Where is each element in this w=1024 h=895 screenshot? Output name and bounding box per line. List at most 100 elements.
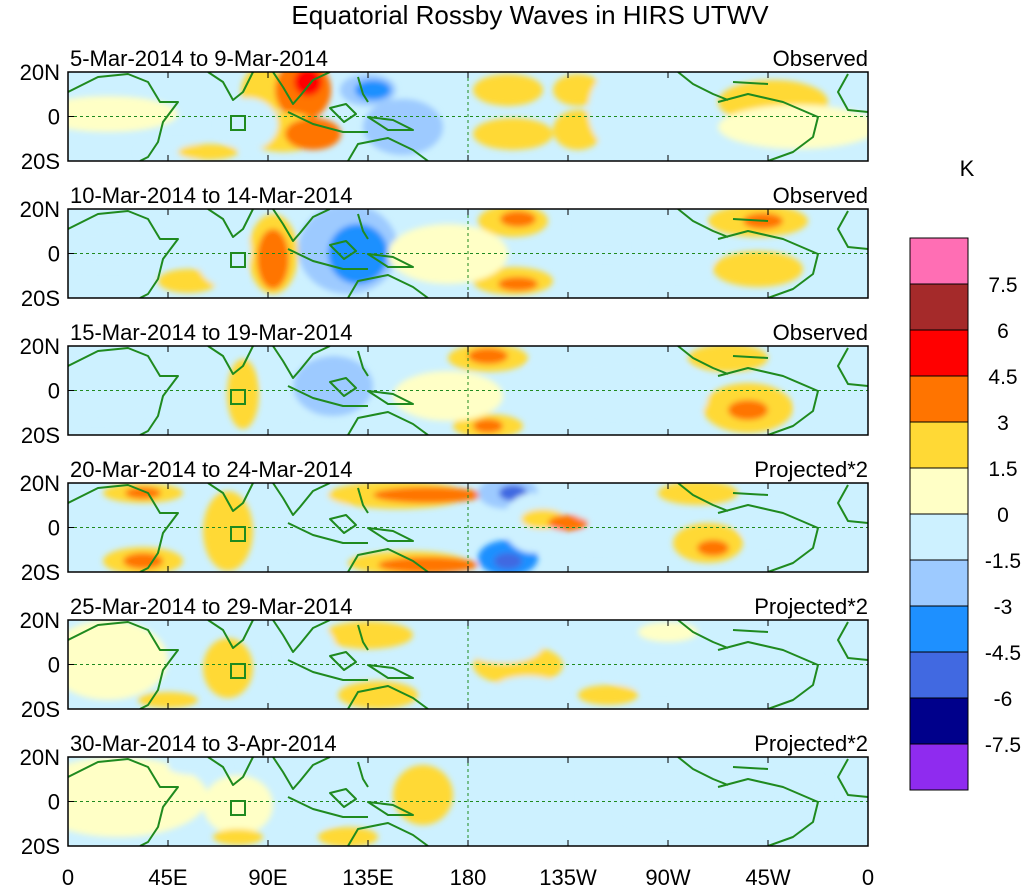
anomaly-field bbox=[68, 346, 868, 435]
anomaly-field bbox=[68, 72, 868, 161]
coastline bbox=[837, 347, 868, 387]
anomaly-contour bbox=[697, 540, 729, 556]
coastline bbox=[367, 390, 414, 405]
panel-type: Observed bbox=[773, 46, 868, 71]
panel-type: Projected*2 bbox=[754, 457, 868, 482]
anomaly-field bbox=[68, 483, 868, 572]
anomaly-contour bbox=[638, 622, 698, 642]
coastline bbox=[677, 620, 729, 649]
lon-label: 135W bbox=[539, 865, 597, 890]
anomaly-contour bbox=[285, 118, 341, 150]
coastline bbox=[357, 761, 369, 788]
lon-label: 180 bbox=[450, 865, 487, 890]
coastline bbox=[367, 253, 414, 268]
colorbar-swatch bbox=[909, 513, 969, 561]
coastline bbox=[287, 659, 368, 681]
anomaly-contour bbox=[123, 553, 163, 569]
colorbar: K 7.5 6 4.5 3 1.5 0 -1.5 -3 -4.5 -6 -7.5 bbox=[909, 156, 1021, 791]
lat-label: 20S bbox=[21, 149, 60, 174]
coastline bbox=[207, 346, 254, 375]
colorbar-label: 6 bbox=[997, 320, 1009, 343]
colorbar-swatch bbox=[909, 651, 969, 699]
coastline bbox=[207, 620, 254, 649]
coastline bbox=[367, 527, 414, 542]
anomaly-contour bbox=[583, 356, 643, 416]
panel-type: Projected*2 bbox=[754, 594, 868, 619]
coastline bbox=[357, 76, 369, 103]
map-panel: 20N 0 20S 20-Mar-2014 to 24-Mar-2014 Project… bbox=[20, 457, 869, 585]
coastline bbox=[837, 758, 868, 798]
coastline bbox=[347, 411, 429, 435]
coastline bbox=[357, 350, 369, 377]
anomaly-contour bbox=[283, 757, 353, 827]
anomaly-contour bbox=[373, 487, 483, 503]
colorbar-swatch bbox=[909, 283, 969, 331]
colorbar-label: -1.5 bbox=[985, 550, 1021, 573]
lat-label: 0 bbox=[48, 105, 60, 130]
anomaly-contour bbox=[393, 765, 453, 825]
coastline bbox=[837, 484, 868, 524]
panel-type: Projected*2 bbox=[754, 731, 868, 756]
anomaly-contour bbox=[494, 553, 522, 569]
panel-type: Observed bbox=[773, 183, 868, 208]
anomaly-contour bbox=[500, 211, 536, 227]
longitude-axis: 0 45E 90E 135E 180 135W 90W 45W 0 bbox=[62, 865, 874, 890]
map-panel: 20N 0 20S 5-Mar-2014 to 9-Mar-2014 Observed bbox=[20, 46, 869, 174]
coastline bbox=[272, 483, 331, 516]
anomaly-contour bbox=[638, 72, 698, 103]
anomaly-contour bbox=[558, 626, 618, 654]
panel-type: Observed bbox=[773, 320, 868, 345]
coastline bbox=[837, 210, 868, 250]
lon-label: 45W bbox=[745, 865, 790, 890]
coastline bbox=[329, 240, 357, 260]
coastline bbox=[68, 621, 179, 709]
lat-label: 0 bbox=[48, 653, 60, 678]
coastline bbox=[272, 72, 331, 105]
coastline bbox=[837, 73, 868, 113]
colorbar-label: -4.5 bbox=[985, 642, 1021, 665]
anomaly-contour bbox=[257, 229, 289, 289]
coastline bbox=[272, 209, 331, 242]
anomaly-contour bbox=[363, 99, 443, 155]
coastlines bbox=[68, 209, 868, 298]
coastline bbox=[677, 757, 729, 786]
anomaly-contour bbox=[713, 251, 803, 287]
coastline bbox=[207, 72, 254, 101]
anomaly-contour bbox=[125, 487, 161, 499]
anomaly-contour bbox=[213, 829, 263, 845]
coastline bbox=[347, 548, 429, 572]
coastline bbox=[68, 73, 179, 161]
anomaly-contour bbox=[463, 627, 543, 663]
coastline bbox=[357, 624, 369, 651]
anomaly-contour bbox=[68, 620, 168, 700]
coastline bbox=[732, 218, 769, 222]
colorbar-swatch bbox=[909, 697, 969, 745]
anomaly-field bbox=[68, 757, 868, 846]
lat-label: 0 bbox=[48, 516, 60, 541]
coastline bbox=[732, 492, 769, 496]
coastline bbox=[357, 213, 369, 240]
anomaly-contour bbox=[628, 366, 708, 426]
anomaly-contour bbox=[573, 501, 623, 521]
anomaly-contour bbox=[578, 215, 638, 239]
anomaly-contour bbox=[203, 491, 253, 571]
map-panel: 20N 0 20S 30-Mar-2014 to 3-Apr-2014 Projecte… bbox=[20, 731, 869, 859]
lat-label: 20N bbox=[20, 608, 60, 633]
colorbar-swatch bbox=[909, 421, 969, 469]
lon-label: 0 bbox=[862, 865, 874, 890]
panel-date-range: 30-Mar-2014 to 3-Apr-2014 bbox=[70, 731, 337, 756]
coastline bbox=[732, 629, 769, 633]
anomaly-contour bbox=[68, 229, 188, 269]
anomaly-contour bbox=[203, 638, 253, 698]
colorbar-swatch bbox=[909, 605, 969, 653]
panel-date-range: 25-Mar-2014 to 29-Mar-2014 bbox=[70, 594, 352, 619]
anomaly-contour bbox=[798, 386, 868, 426]
coastline bbox=[329, 103, 357, 123]
colorbar-swatch bbox=[909, 559, 969, 607]
colorbar-swatch bbox=[909, 467, 969, 515]
lon-label: 90W bbox=[645, 865, 690, 890]
anomaly-contour bbox=[278, 620, 338, 700]
anomaly-contour bbox=[788, 497, 868, 525]
anomaly-contour bbox=[578, 685, 638, 705]
